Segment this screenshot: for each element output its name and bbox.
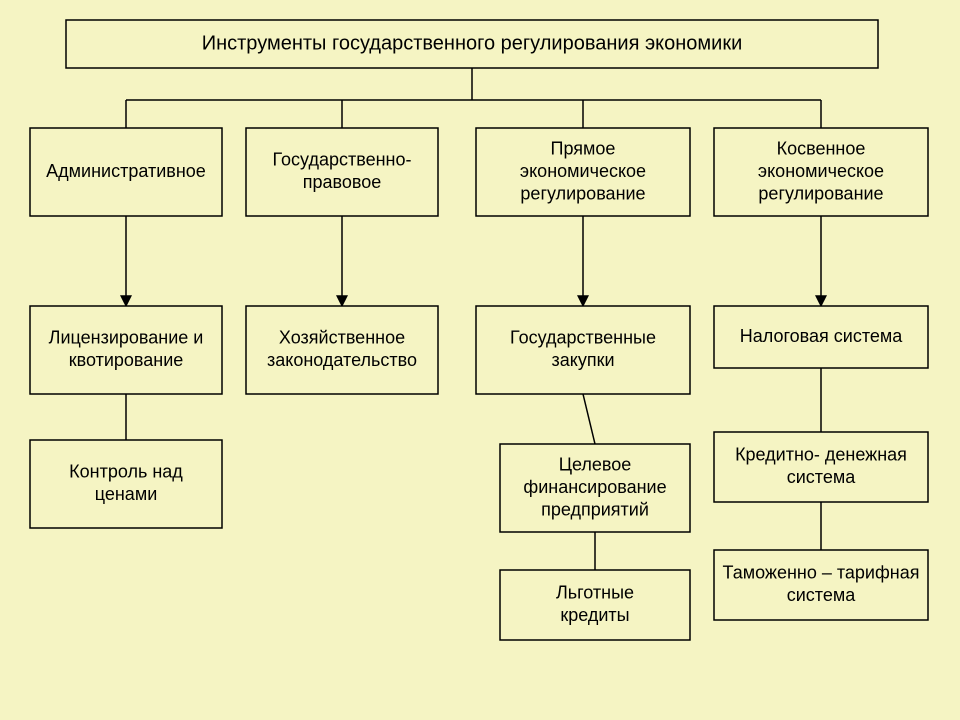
node-zakup-label: Государственные: [510, 328, 656, 348]
node-tax-label: Налоговая система: [740, 326, 904, 346]
node-target-label: предприятий: [541, 499, 649, 519]
node-indir-label: экономическое: [758, 161, 884, 181]
node-hoz-label: Хозяйственное: [279, 328, 405, 348]
node-hoz-label: законодательство: [267, 350, 417, 370]
node-target-label: финансирование: [523, 477, 666, 497]
node-lgot-label: кредиты: [560, 605, 629, 625]
node-target-label: Целевое: [559, 454, 632, 474]
node-gov-label: правовое: [303, 172, 382, 192]
node-credit-label: система: [787, 467, 856, 487]
node-lgot-label: Льготные: [556, 583, 634, 603]
node-price-label: Контроль над: [69, 462, 183, 482]
node-admin-label: Административное: [46, 161, 206, 181]
node-zakup-label: закупки: [551, 350, 614, 370]
node-direct-label: Прямое: [551, 138, 616, 158]
node-root-label: Инструменты государственного регулирован…: [202, 32, 743, 54]
node-lic-label: квотирование: [69, 350, 184, 370]
node-direct-label: экономическое: [520, 161, 646, 181]
node-tariff-label: система: [787, 585, 856, 605]
node-price-label: ценами: [95, 484, 158, 504]
node-indir-label: Косвенное: [777, 138, 866, 158]
node-tariff-label: Таможенно – тарифная: [723, 563, 920, 583]
node-lic-label: Лицензирование и: [49, 328, 204, 348]
node-indir-label: регулирование: [758, 183, 883, 203]
node-direct-label: регулирование: [520, 183, 645, 203]
node-gov-label: Государственно-: [273, 150, 412, 170]
node-credit-label: Кредитно- денежная: [735, 445, 907, 465]
